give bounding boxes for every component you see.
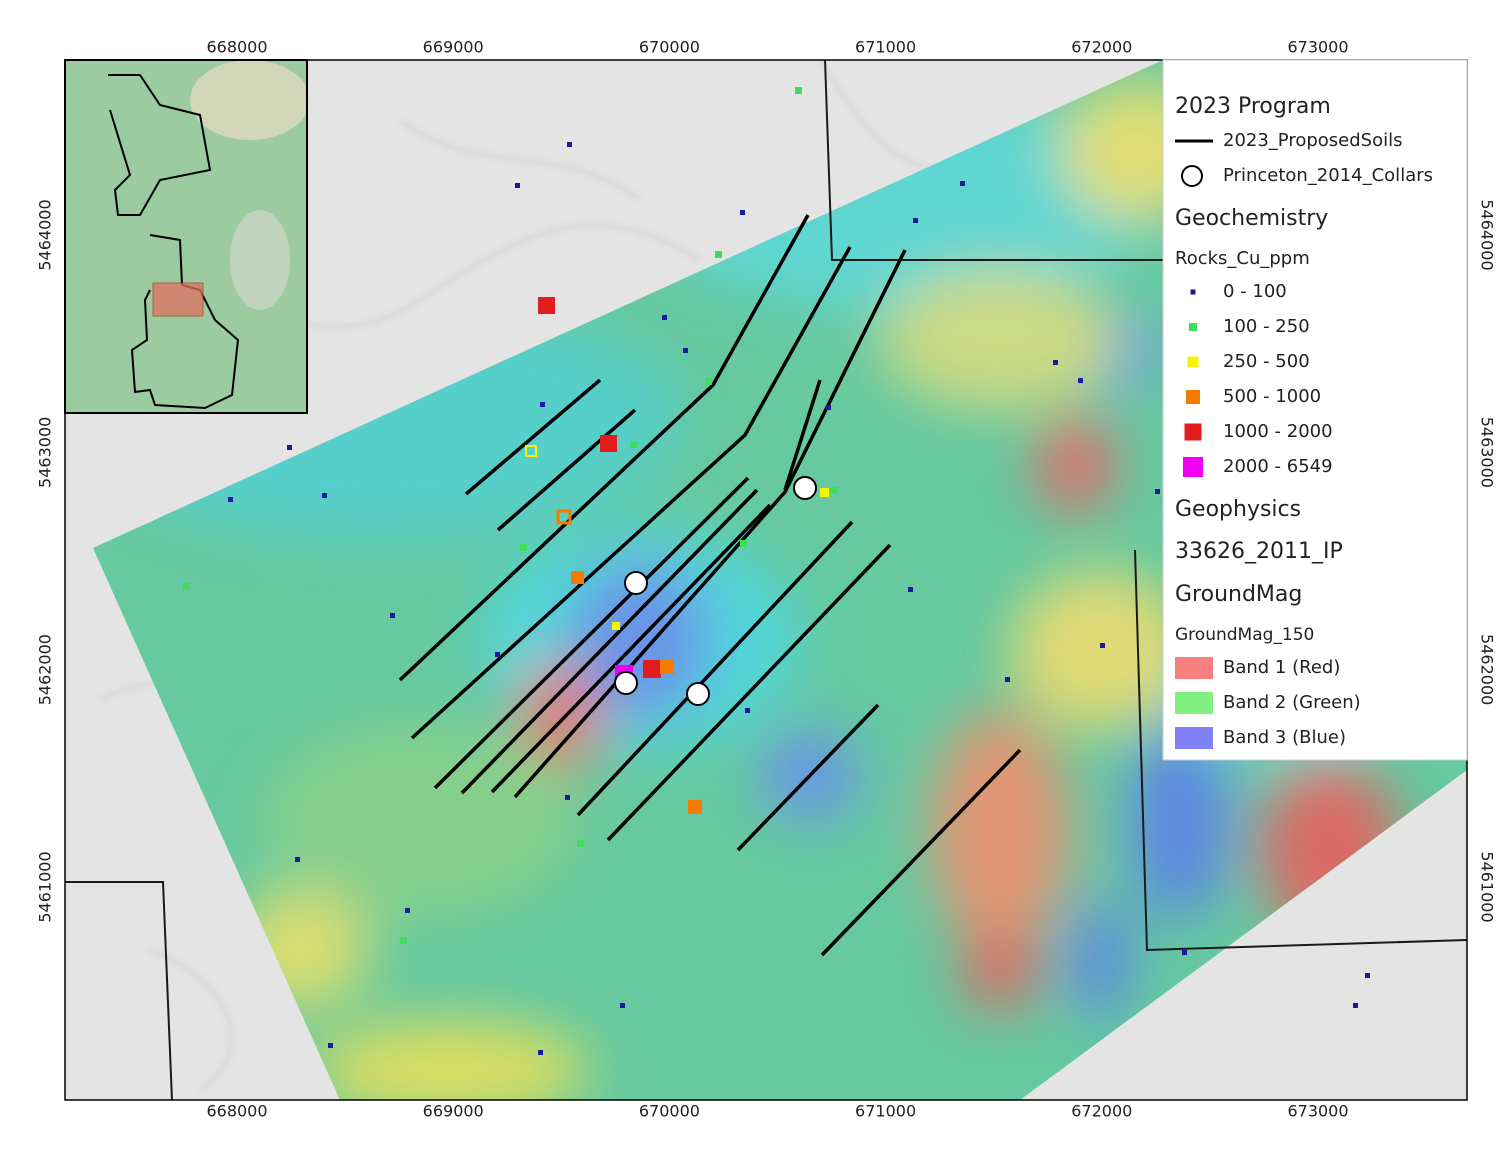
legend-swatch <box>1186 390 1200 404</box>
x-tick-label: 673000 <box>1287 1102 1348 1121</box>
legend-swatch <box>1175 692 1213 714</box>
legend-label: 1000 - 2000 <box>1223 421 1333 442</box>
x-tick-label: 668000 <box>206 1102 267 1121</box>
legend-swatch <box>1175 657 1213 679</box>
coordinate-ticks: 668000 668000 669000 669000 670000 670000 6710… <box>36 38 1497 1121</box>
x-tick-label: 672000 <box>1071 38 1132 57</box>
y-tick-label: 5461000 <box>1478 851 1497 922</box>
y-tick-label: 5463000 <box>1478 417 1497 488</box>
legend-swatch <box>1175 727 1213 749</box>
legend-swatch <box>1184 423 1202 441</box>
legend-label: 2000 - 6549 <box>1223 456 1333 477</box>
y-tick-label: 5464000 <box>36 199 55 270</box>
legend-label: 100 - 250 <box>1223 316 1310 337</box>
x-tick-label: 668000 <box>206 38 267 57</box>
legend-heading: Geochemistry <box>1175 206 1328 231</box>
x-tick-label: 670000 <box>639 1102 700 1121</box>
legend-label: 250 - 500 <box>1223 351 1310 372</box>
legend-layer: Rocks_Cu_ppm <box>1175 248 1310 269</box>
legend-label: 500 - 1000 <box>1223 386 1321 407</box>
legend-label: Princeton_2014_Collars <box>1223 165 1433 186</box>
x-tick-label: 671000 <box>855 1102 916 1121</box>
legend-heading: GroundMag <box>1175 582 1302 607</box>
legend-label: 0 - 100 <box>1223 281 1287 302</box>
legend: 2023 Program 2023_ProposedSoils Princeto… <box>1162 59 1468 761</box>
y-tick-label: 5463000 <box>36 417 55 488</box>
y-tick-label: 5464000 <box>1478 199 1497 270</box>
x-tick-label: 671000 <box>855 38 916 57</box>
legend-heading: 33626_2011_IP <box>1175 539 1343 564</box>
legend-swatch <box>1190 289 1196 295</box>
x-tick-label: 673000 <box>1287 38 1348 57</box>
rock-samples <box>183 87 1370 1055</box>
collars <box>614 476 817 706</box>
legend-label: Band 3 (Blue) <box>1223 727 1346 748</box>
claim-boundaries <box>65 60 1467 1100</box>
x-tick-label: 669000 <box>423 38 484 57</box>
legend-label: Band 2 (Green) <box>1223 692 1361 713</box>
y-tick-label: 5462000 <box>36 634 55 705</box>
legend-layer: GroundMag_150 <box>1175 625 1314 645</box>
legend-label: Band 1 (Red) <box>1223 657 1340 678</box>
proposed-soil-lines <box>398 214 1022 957</box>
legend-swatch <box>1189 323 1197 331</box>
y-tick-label: 5461000 <box>36 851 55 922</box>
y-tick-label: 5462000 <box>1478 634 1497 705</box>
x-tick-label: 669000 <box>423 1102 484 1121</box>
legend-swatch <box>1183 457 1203 477</box>
legend-heading: Geophysics <box>1175 497 1301 522</box>
inset-map <box>64 59 310 414</box>
legend-heading: 2023 Program <box>1175 94 1331 119</box>
legend-label: 2023_ProposedSoils <box>1223 130 1403 151</box>
legend-swatch <box>1187 356 1199 368</box>
x-tick-label: 670000 <box>639 38 700 57</box>
x-tick-label: 672000 <box>1071 1102 1132 1121</box>
